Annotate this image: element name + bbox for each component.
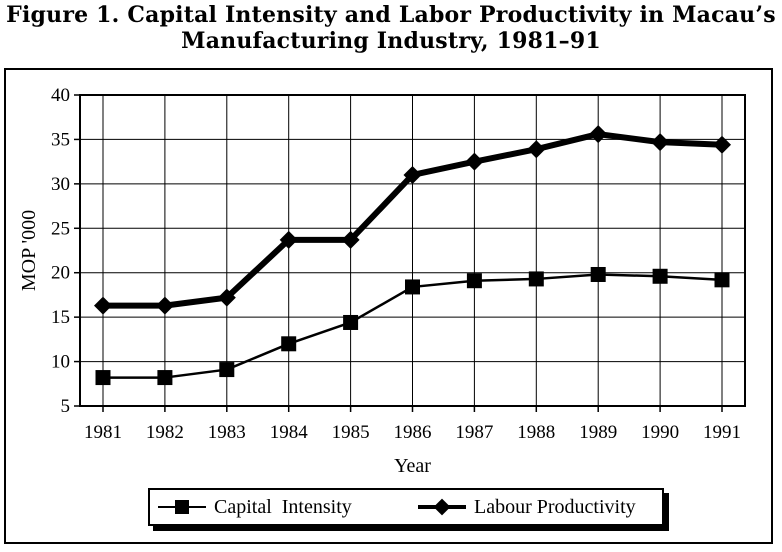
data-point-capital-intensity — [528, 271, 544, 287]
y-tick-label: 30 — [51, 174, 70, 195]
y-tick-label: 5 — [61, 396, 71, 417]
legend-swatch-diamond-icon — [418, 497, 466, 517]
data-point-labour-productivity — [527, 140, 546, 159]
legend-swatch-square-icon — [158, 497, 206, 517]
x-tick-label: 1984 — [270, 422, 309, 443]
data-point-labour-productivity — [589, 125, 608, 144]
data-point-capital-intensity — [219, 362, 235, 378]
y-tick-label: 25 — [51, 218, 70, 239]
legend-label-capital-intensity: Capital Intensity — [214, 495, 352, 518]
data-point-capital-intensity — [652, 268, 668, 284]
data-point-capital-intensity — [343, 314, 359, 330]
data-point-labour-productivity — [155, 296, 174, 315]
x-tick-label: 1985 — [332, 422, 370, 443]
data-point-capital-intensity — [157, 370, 173, 386]
data-point-capital-intensity — [95, 370, 111, 386]
data-point-capital-intensity — [466, 273, 482, 289]
data-point-capital-intensity — [714, 272, 730, 288]
y-tick-label: 15 — [51, 307, 70, 328]
x-tick-label: 1989 — [579, 422, 617, 443]
legend-label-labour-productivity: Labour Productivity — [474, 495, 636, 518]
data-point-capital-intensity — [281, 336, 297, 352]
legend: Capital Intensity Labour Productivity — [148, 488, 670, 532]
figure-title-line-2: Manufacturing Industry, 1981–91 — [181, 28, 601, 54]
data-point-labour-productivity — [651, 133, 670, 152]
legend-box — [148, 488, 664, 526]
x-tick-label: 1987 — [455, 422, 493, 443]
x-axis-label: Year — [394, 455, 431, 477]
data-point-labour-productivity — [341, 230, 360, 249]
x-tick-label: 1983 — [208, 422, 246, 443]
x-tick-label: 1991 — [703, 422, 741, 443]
figure-title: Figure 1. Capital Intensity and Labor Pr… — [0, 2, 782, 54]
series — [94, 125, 731, 386]
y-tick-label: 20 — [51, 263, 70, 284]
x-tick-label: 1990 — [641, 422, 679, 443]
y-tick-label: 35 — [51, 129, 70, 150]
y-tick-label: 40 — [51, 85, 70, 106]
data-point-capital-intensity — [590, 266, 606, 282]
data-point-labour-productivity — [403, 165, 422, 184]
x-tick-label: 1988 — [517, 422, 555, 443]
data-point-labour-productivity — [94, 296, 112, 315]
data-point-labour-productivity — [217, 288, 236, 307]
legend-item-capital-intensity: Capital Intensity — [158, 488, 352, 526]
plot-area-border — [79, 94, 746, 407]
legend-item-labour-productivity: Labour Productivity — [418, 488, 636, 526]
x-tick-label: 1982 — [146, 422, 184, 443]
data-point-labour-productivity — [279, 230, 298, 249]
x-tick-label: 1986 — [394, 422, 432, 443]
data-point-labour-productivity — [465, 152, 484, 171]
figure-title-line-1: Figure 1. Capital Intensity and Labor Pr… — [6, 2, 776, 28]
data-point-capital-intensity — [405, 279, 420, 295]
data-point-labour-productivity — [713, 135, 731, 154]
axes: 5 10 15 20 25 30 35 40 1981 1982 1983 1984 1985 1986 1… — [51, 85, 746, 443]
y-axis-label: MOP '000 — [18, 210, 40, 291]
y-tick-label: 10 — [51, 352, 70, 373]
x-tick-label: 1981 — [84, 422, 122, 443]
